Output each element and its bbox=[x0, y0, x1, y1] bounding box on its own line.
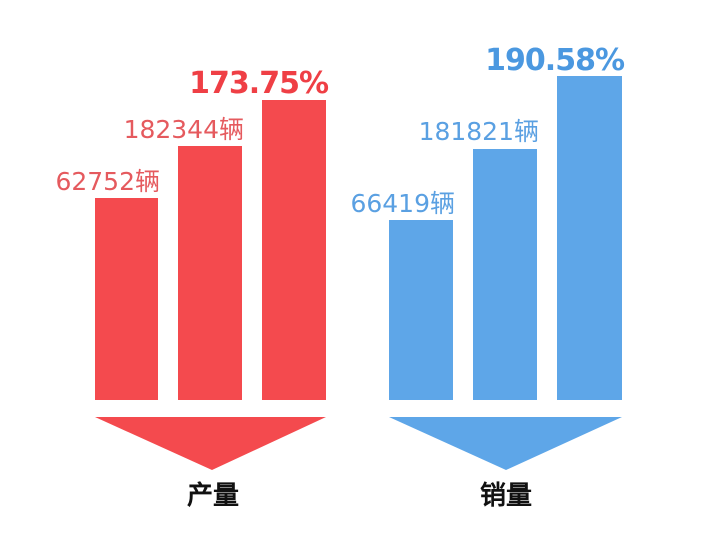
group-label: 销量 bbox=[480, 481, 532, 511]
value-label: 62752辆 bbox=[55, 167, 160, 196]
bar bbox=[473, 149, 537, 400]
value-label: 66419辆 bbox=[350, 189, 455, 218]
bar bbox=[262, 100, 326, 400]
bar bbox=[389, 220, 453, 400]
arrow bbox=[95, 417, 326, 470]
sales-group: 66419辆 181821辆 190.58% 销量 bbox=[350, 43, 625, 511]
value-label: 182344辆 bbox=[124, 115, 244, 144]
production-group: 62752辆 182344辆 173.75% 产量 bbox=[55, 66, 329, 511]
group-label: 产量 bbox=[187, 481, 239, 511]
bar bbox=[178, 146, 242, 400]
percent-label: 173.75% bbox=[189, 66, 329, 101]
percent-label: 190.58% bbox=[485, 43, 625, 78]
bar bbox=[557, 76, 622, 400]
bar bbox=[95, 198, 158, 400]
value-label: 181821辆 bbox=[419, 117, 539, 146]
arrow bbox=[389, 417, 622, 470]
